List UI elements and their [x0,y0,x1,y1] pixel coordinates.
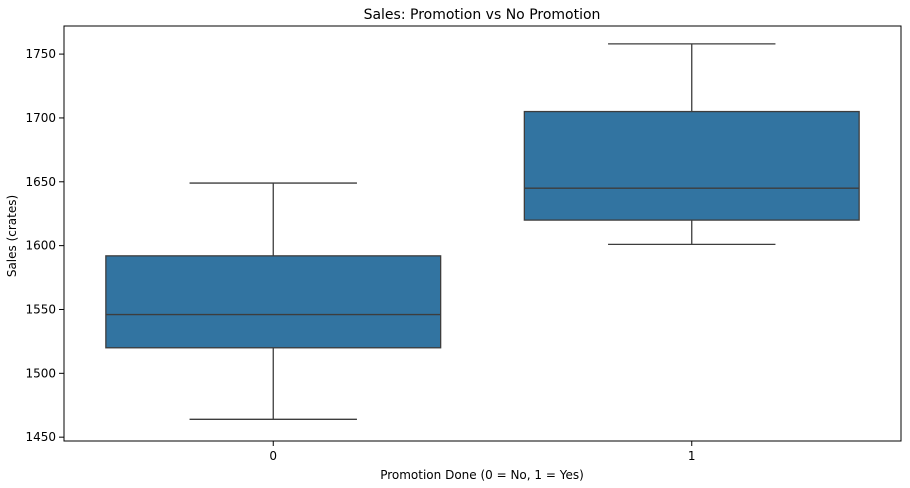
y-tick-label: 1750 [25,47,56,61]
y-tick-label: 1450 [25,430,56,444]
y-tick-label: 1550 [25,302,56,316]
y-tick-label: 1600 [25,239,56,253]
plot-area [63,25,902,442]
y-tick-label: 1700 [25,111,56,125]
x-axis-label: Promotion Done (0 = No, 1 = Yes) [380,468,584,482]
x-tick-label: 0 [269,449,277,463]
plot-frame [63,25,902,442]
x-tick-label: 1 [688,449,696,463]
box-group-1 [523,43,860,246]
box-group-0 [105,182,442,420]
y-axis: 1450 1500 1550 1600 1650 1700 1750 [25,47,64,444]
y-tick-label: 1500 [25,366,56,380]
y-tick-label: 1650 [25,175,56,189]
y-axis-label: Sales (crates) [5,195,19,277]
box [523,110,860,221]
chart-title: Sales: Promotion vs No Promotion [364,7,601,23]
box [105,255,442,349]
